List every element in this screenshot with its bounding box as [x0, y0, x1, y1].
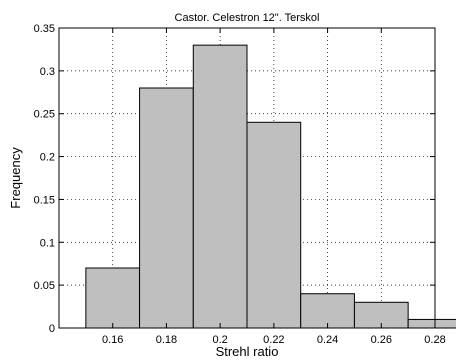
x-tick-label: 0.26 [371, 334, 392, 346]
x-tick-label: 0.16 [102, 334, 123, 346]
histogram-bar [139, 87, 194, 329]
x-axis-label: Strehl ratio [216, 344, 279, 359]
x-tick-label: 0.22 [263, 334, 284, 346]
y-axis-ticks: 0 0.05 0.1 0.15 0.2 0.25 0.3 0.35 [34, 23, 435, 335]
y-tick-label: 0.35 [34, 23, 55, 35]
plot-area-frame [58, 27, 436, 329]
histogram-bar [192, 44, 248, 329]
y-tick-label: 0.1 [40, 237, 55, 249]
y-tick-label: 0 [49, 323, 55, 335]
x-axis-ticks: 0.16 0.18 0.2 0.22 0.24 0.26 0.28 [102, 28, 446, 346]
y-tick-label: 0.2 [40, 152, 55, 164]
y-tick-label: 0.05 [34, 280, 55, 292]
x-tick-label: 0.18 [156, 334, 177, 346]
histogram-bar [246, 121, 302, 329]
y-tick-label: 0.3 [40, 66, 55, 78]
histogram-bars [85, 44, 456, 329]
x-tick-label: 0.24 [317, 334, 338, 346]
y-tick-label: 0.25 [34, 109, 55, 121]
histogram-bar [407, 318, 456, 329]
x-tick-label: 0.2 [212, 334, 227, 346]
y-axis-label: Frequency [8, 147, 23, 209]
x-tick-label: 0.28 [424, 334, 445, 346]
histogram-bar [300, 293, 355, 329]
y-tick-label: 0.15 [34, 194, 55, 206]
chart-title: Castor. Celestron 12". Terskol [175, 12, 320, 24]
histogram-bar [85, 267, 141, 329]
